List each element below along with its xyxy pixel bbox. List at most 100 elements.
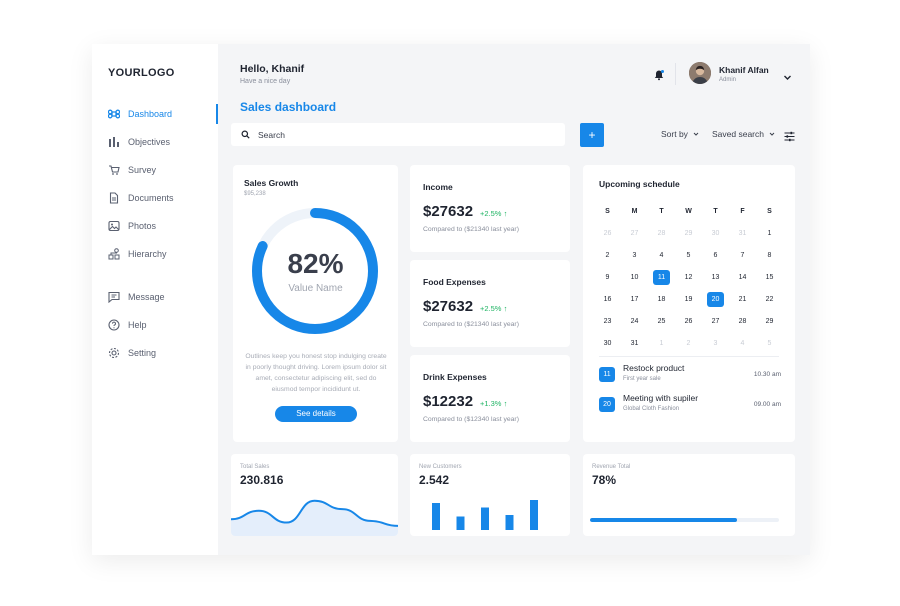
search-input[interactable] [258, 129, 538, 140]
calendar-day[interactable]: 12 [684, 273, 693, 281]
metric-card-income: Income $27632 +2.5% ↑ Compared to ($2134… [410, 165, 570, 252]
calendar-day[interactable]: 21 [738, 295, 747, 303]
sidebar-item-objectives[interactable]: Objectives [108, 133, 170, 151]
revenue-total-value: 78% [592, 473, 617, 487]
new-customers-label: New Customers [419, 464, 462, 470]
calendar-day[interactable]: 26 [603, 229, 612, 237]
avatar[interactable] [689, 62, 711, 84]
sidebar-item-photos[interactable]: Photos [108, 217, 156, 235]
metric-change: +2.5% ↑ [480, 304, 508, 313]
calendar-day[interactable]: 27 [711, 317, 720, 325]
calendar-day[interactable]: 15 [765, 273, 774, 281]
greeting: Hello, Khanif Have a nice day [240, 63, 304, 85]
event-item[interactable]: 20 Meeting with supiler Global Cloth Fas… [599, 393, 781, 417]
calendar-day[interactable]: 18 [657, 295, 666, 303]
sidebar-item-documents[interactable]: Documents [108, 189, 174, 207]
sidebar-item-label: Documents [128, 193, 174, 203]
user-role: Admin [719, 77, 737, 83]
sidebar-item-help[interactable]: Help [108, 316, 147, 334]
metric-change: +2.5% ↑ [480, 209, 508, 218]
calendar-day[interactable]: 3 [632, 251, 637, 259]
command-icon [108, 108, 120, 120]
metric-value: $27632 [423, 203, 474, 220]
sort-by-dropdown[interactable]: Sort by [661, 129, 699, 139]
chevron-down-icon [769, 131, 775, 137]
calendar-day[interactable]: 17 [630, 295, 639, 303]
event-item[interactable]: 11 Restock product First year sale 10.30… [599, 363, 781, 387]
calendar-day-selected[interactable]: 11 [648, 266, 675, 288]
calendar-day[interactable]: 7 [740, 251, 745, 259]
calendar-day-selected[interactable]: 20 [702, 288, 729, 310]
calendar-day[interactable]: 30 [603, 339, 612, 347]
calendar-day[interactable]: 29 [684, 229, 693, 237]
sales-growth-donut [252, 208, 378, 334]
calendar-day[interactable]: 4 [740, 339, 745, 347]
calendar-day[interactable]: 31 [630, 339, 639, 347]
document-icon [108, 192, 120, 204]
weekday-label: W [685, 207, 692, 215]
calendar-day[interactable]: 13 [711, 273, 720, 281]
chevron-down-icon[interactable] [783, 69, 792, 80]
calendar-day[interactable]: 24 [630, 317, 639, 325]
total-sales-area-chart [231, 499, 398, 536]
calendar-day[interactable]: 3 [713, 339, 718, 347]
sales-growth-card: Sales Growth $95,238 82% Value Name Outl… [233, 165, 398, 442]
calendar-day[interactable]: 26 [684, 317, 693, 325]
calendar-day[interactable]: 28 [657, 229, 666, 237]
calendar-day[interactable]: 30 [711, 229, 720, 237]
calendar-day[interactable]: 2 [605, 251, 610, 259]
metric-comparison: Compared to ($12340 last year) [423, 416, 519, 423]
filter-sliders-icon[interactable] [784, 129, 795, 142]
calendar-day[interactable]: 4 [659, 251, 664, 259]
bar-chart-icon [108, 136, 120, 148]
user-info[interactable]: Khanif Alfan Admin [719, 65, 769, 83]
saved-search-label: Saved search [712, 129, 764, 139]
calendar-day[interactable]: 5 [686, 251, 691, 259]
calendar-day[interactable]: 31 [738, 229, 747, 237]
bar-5 [530, 500, 538, 530]
event-time: 10.30 am [753, 371, 781, 378]
calendar-day[interactable]: 2 [686, 339, 691, 347]
sidebar-item-label: Photos [128, 221, 157, 231]
calendar-day[interactable]: 25 [657, 317, 666, 325]
sidebar-item-setting[interactable]: Setting [108, 344, 156, 362]
new-customers-value: 2.542 [419, 473, 450, 487]
metric-label: Drink Expenses [423, 372, 487, 382]
calendar-day[interactable]: 1 [659, 339, 664, 347]
calendar-day[interactable]: 16 [603, 295, 612, 303]
calendar-day[interactable]: 9 [605, 273, 610, 281]
donut-value-arc [252, 208, 378, 334]
schedule-title: Upcoming schedule [599, 179, 680, 189]
metric-value: $12232 [423, 393, 474, 410]
add-button[interactable]: + [580, 123, 604, 147]
see-details-button[interactable]: See details [275, 406, 357, 422]
revenue-total-card: Revenue Total 78% [583, 454, 795, 536]
arrow-up-icon: ↑ [503, 399, 508, 408]
calendar-day[interactable]: 23 [603, 317, 612, 325]
header-divider [675, 63, 676, 85]
calendar-day[interactable]: 27 [630, 229, 639, 237]
weekday-label: T [713, 207, 718, 215]
calendar-day[interactable]: 1 [767, 229, 772, 237]
sidebar-item-survey[interactable]: Survey [108, 161, 156, 179]
calendar-day[interactable]: 5 [767, 339, 772, 347]
weekday-label: T [659, 207, 664, 215]
calendar-day[interactable]: 29 [765, 317, 774, 325]
calendar-day[interactable]: 19 [684, 295, 693, 303]
metric-label: Income [423, 182, 453, 192]
calendar-day[interactable]: 6 [713, 251, 718, 259]
event-title: Meeting with supiler [623, 393, 699, 403]
saved-search-dropdown[interactable]: Saved search [712, 129, 775, 139]
calendar-day[interactable]: 8 [767, 251, 772, 259]
greeting-subtitle: Have a nice day [240, 78, 291, 85]
notification-bell-icon[interactable] [653, 68, 665, 81]
search-bar[interactable] [231, 123, 565, 146]
calendar-day[interactable]: 10 [630, 273, 639, 281]
calendar-day[interactable]: 14 [738, 273, 747, 281]
sidebar-item-dashboard[interactable]: Dashboard [108, 105, 172, 123]
calendar-day[interactable]: 22 [765, 295, 774, 303]
sidebar-item-message[interactable]: Message [108, 288, 165, 306]
sort-by-label: Sort by [661, 129, 688, 139]
sidebar-item-hierarchy[interactable]: Hierarchy [108, 245, 167, 263]
calendar-day[interactable]: 28 [738, 317, 747, 325]
